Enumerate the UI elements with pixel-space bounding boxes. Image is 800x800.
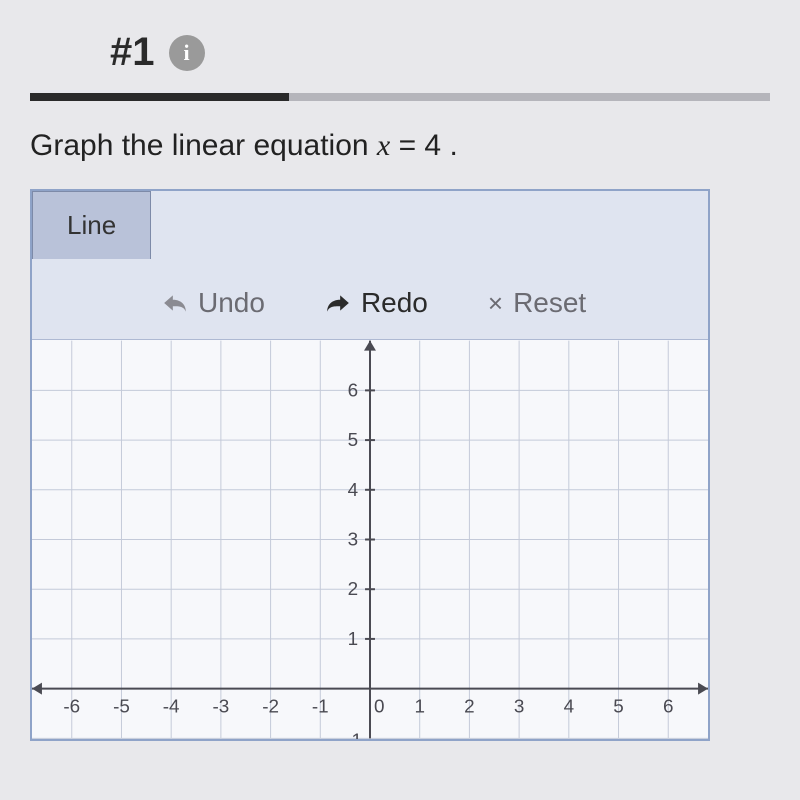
prompt-text-eq: = 4 . [390, 129, 458, 162]
svg-text:2: 2 [348, 579, 359, 600]
svg-text:-5: -5 [113, 696, 130, 717]
svg-text:-4: -4 [163, 696, 180, 717]
svg-text:-1: -1 [345, 730, 362, 739]
undo-icon [162, 292, 188, 314]
progress-fill [30, 93, 289, 101]
progress-bar [30, 93, 770, 101]
toolbar: Undo Redo × Reset [32, 259, 708, 339]
svg-text:3: 3 [514, 696, 525, 717]
svg-text:5: 5 [348, 430, 359, 451]
svg-text:-1: -1 [312, 696, 329, 717]
svg-text:6: 6 [663, 696, 674, 717]
redo-label: Redo [361, 287, 428, 319]
svg-text:4: 4 [348, 480, 359, 501]
redo-button[interactable]: Redo [325, 287, 428, 319]
close-icon: × [488, 288, 503, 319]
svg-text:4: 4 [564, 696, 575, 717]
svg-text:6: 6 [348, 380, 359, 401]
svg-text:5: 5 [613, 696, 624, 717]
question-header: #1 i [30, 20, 770, 93]
prompt-variable: x [377, 129, 390, 162]
svg-text:-2: -2 [262, 696, 279, 717]
undo-label: Undo [198, 287, 265, 319]
tool-tabs: Line [32, 191, 708, 259]
undo-button[interactable]: Undo [162, 287, 265, 319]
svg-text:1: 1 [348, 629, 359, 650]
redo-icon [325, 292, 351, 314]
svg-text:3: 3 [348, 529, 359, 550]
svg-text:2: 2 [464, 696, 475, 717]
svg-text:0: 0 [374, 696, 385, 717]
question-number: #1 [110, 30, 155, 75]
tab-line[interactable]: Line [32, 191, 151, 259]
info-icon[interactable]: i [169, 35, 205, 71]
svg-text:-3: -3 [212, 696, 229, 717]
reset-button[interactable]: × Reset [488, 287, 586, 319]
svg-text:1: 1 [414, 696, 425, 717]
graph-panel: Line Undo Redo × Reset -6 -5 -4 -3 -2 -1 1 2 3 4 5… [30, 189, 710, 741]
question-prompt: Graph the linear equation x = 4 . [30, 101, 770, 189]
coordinate-grid[interactable]: -6 -5 -4 -3 -2 -1 1 2 3 4 5 6 -1 1 2 3 4 5 6 0 [32, 339, 708, 739]
reset-label: Reset [513, 287, 586, 319]
svg-text:-6: -6 [63, 696, 80, 717]
prompt-text-pre: Graph the linear equation [30, 129, 377, 162]
